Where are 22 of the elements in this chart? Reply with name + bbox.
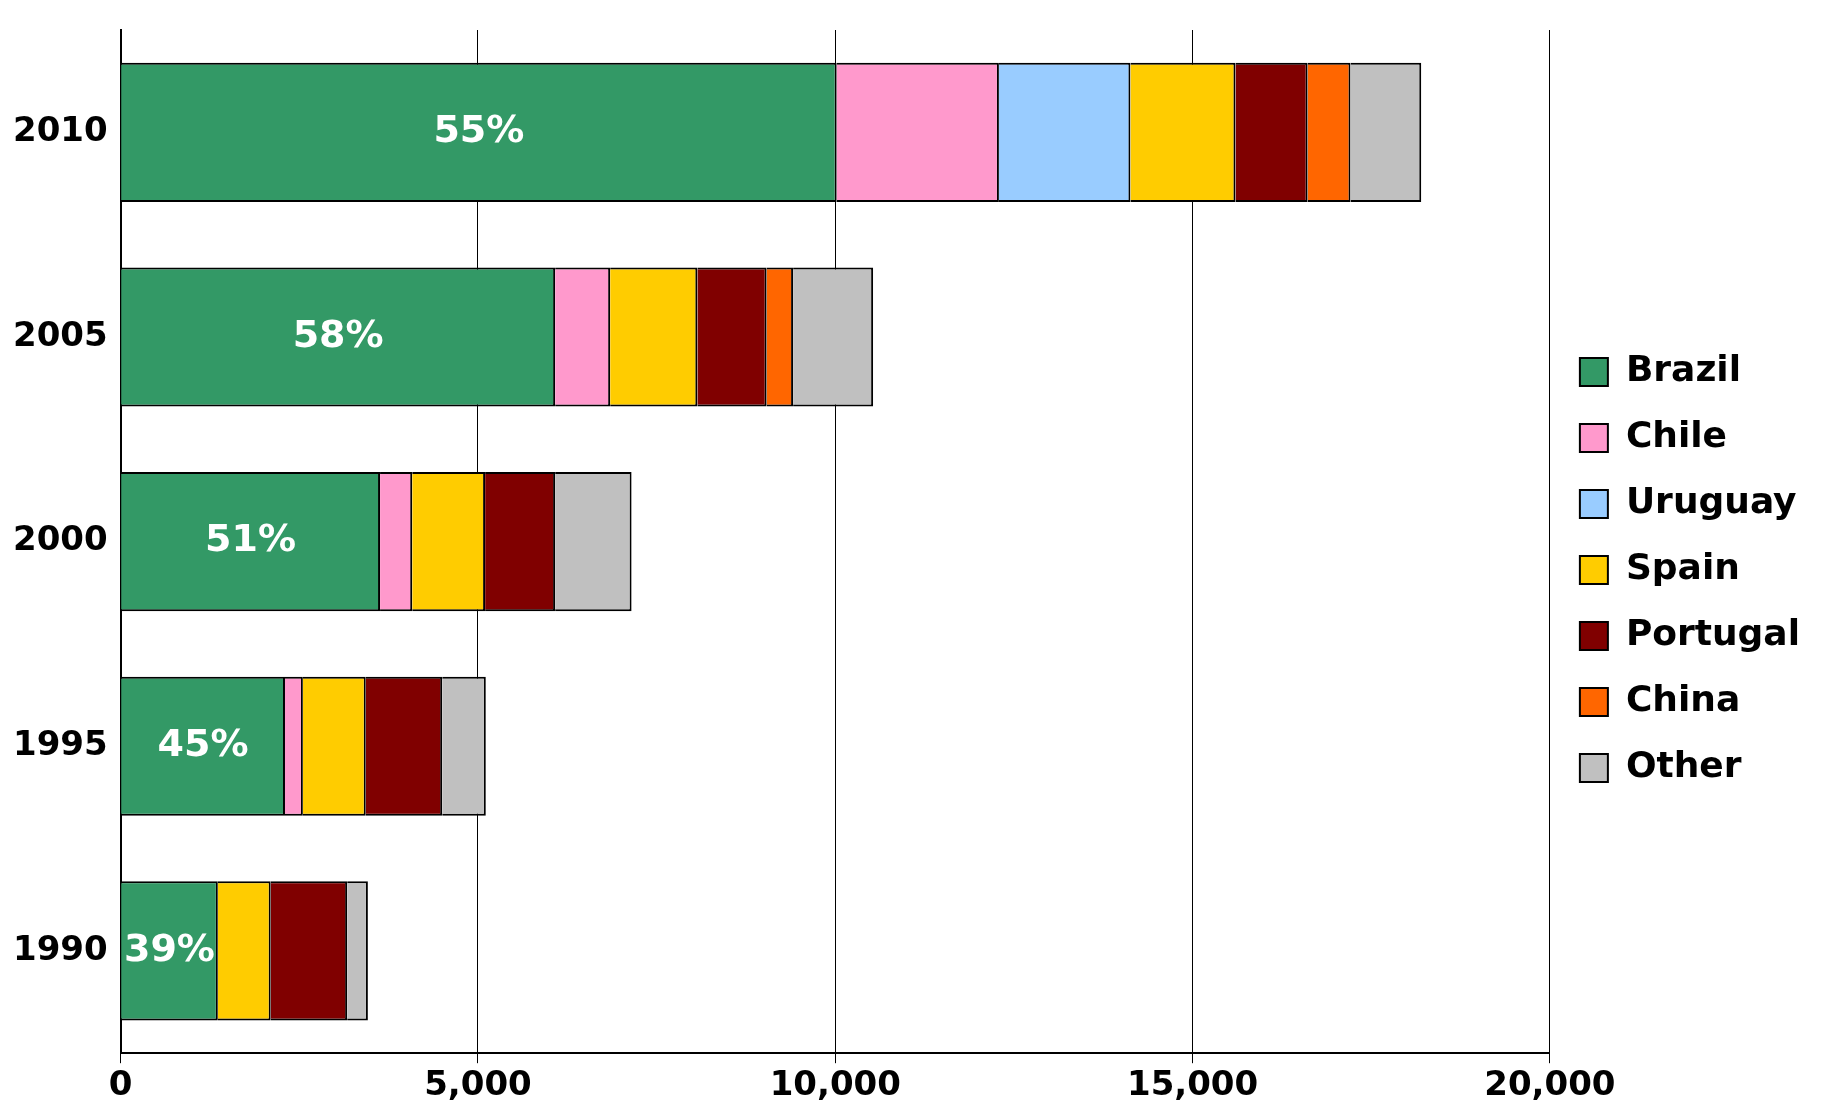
annotation: 39% xyxy=(123,925,215,970)
legend-label: Uruguay xyxy=(1625,480,1797,522)
legend-label: Portugal xyxy=(1625,612,1801,654)
x-tick-label: 0 xyxy=(108,1063,133,1104)
x-tick-label: 5,000 xyxy=(424,1063,532,1104)
legend-label: Chile xyxy=(1625,414,1728,456)
y-tick-label: 1995 xyxy=(12,723,108,764)
legend-label: Other xyxy=(1625,744,1742,786)
legend-label: Spain xyxy=(1625,546,1740,588)
x-tick-label: 15,000 xyxy=(1126,1063,1259,1104)
legend-label: Brazil xyxy=(1625,348,1742,390)
x-tick-label: 20,000 xyxy=(1484,1063,1616,1104)
legend-label: China xyxy=(1625,678,1741,720)
y-tick-label: 1990 xyxy=(12,927,108,968)
annotation: 51% xyxy=(205,516,297,561)
annotation: 55% xyxy=(433,107,525,152)
y-tick-label: 2000 xyxy=(12,518,108,559)
annotation: 58% xyxy=(292,311,384,356)
annotation: 45% xyxy=(157,721,249,766)
x-tick-label: 10,000 xyxy=(769,1063,901,1104)
y-tick-label: 2005 xyxy=(12,313,108,354)
y-tick-label: 2010 xyxy=(12,109,108,150)
